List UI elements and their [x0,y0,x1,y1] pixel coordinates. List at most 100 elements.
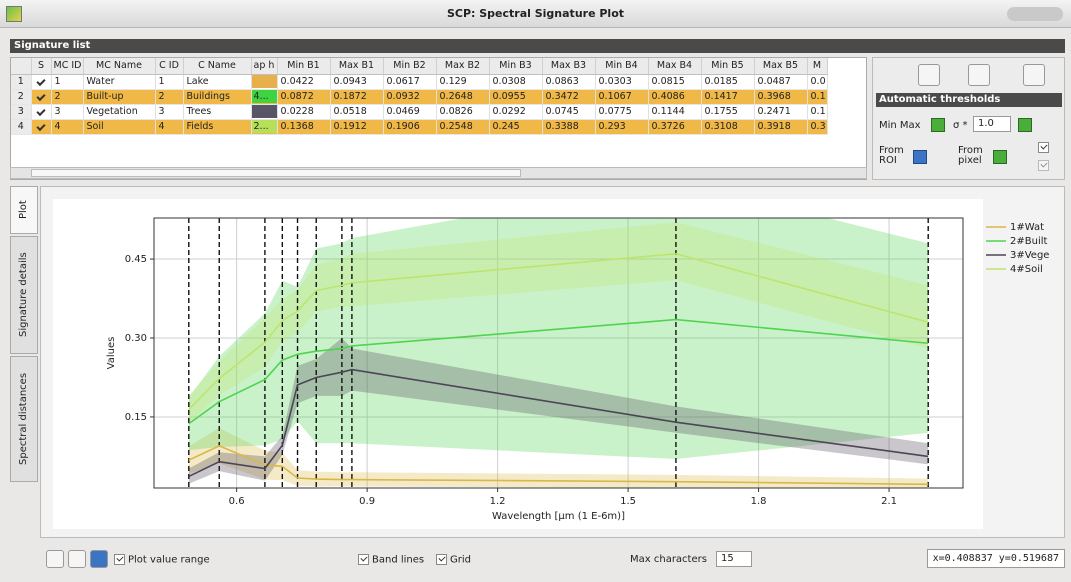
sigma-spinbox[interactable]: 1.0 [973,116,1011,132]
x-tick-label: 0.6 [229,496,245,507]
table-row[interactable]: 2 2 Built-up 2 Buildings 4... 0.0872 0.1872 0.09… [11,89,828,105]
row-index: 4 [11,119,32,135]
table-cell: 0.1067 [595,89,649,105]
app-icon [6,6,22,22]
table-cell: 0.1872 [330,89,384,105]
table-cell: 1 [51,74,84,90]
column-header: C ID [155,58,184,75]
x-axis-label: Wavelength [µm (1 E-6m)] [492,511,625,522]
select-cell[interactable] [31,119,52,135]
grid-checkbox[interactable]: Grid [436,554,471,566]
sigma-button[interactable] [1018,118,1032,132]
table-cell: 0.1912 [330,119,384,135]
legend-label: 2#Built [1010,236,1047,247]
column-header: Min B3 [489,58,543,75]
table-cell: 0.0932 [383,89,437,105]
table-cell: 0.0943 [330,74,384,90]
import-button[interactable] [968,64,990,86]
color-swatch: 2... [251,120,276,133]
table-cell: 0.0518 [330,104,384,120]
color-cell[interactable]: 4... [251,89,278,105]
min-max-label: Min Max [879,120,921,131]
from-roi-button[interactable] [913,150,927,164]
table-cell: 0.2648 [436,89,490,105]
remove-checkbox[interactable] [1038,160,1052,172]
table-cell: 0.3 [807,119,828,135]
color-cell[interactable] [251,104,278,120]
table-cell: 0.245 [489,119,543,135]
column-header: Min B5 [701,58,755,75]
table-cell: 0.3968 [754,89,808,105]
table-cell: 0.129 [436,74,490,90]
column-header: Max B3 [542,58,596,75]
color-cell[interactable]: 2... [251,119,278,135]
table-cell: 4 [155,119,184,135]
signature-table: S MC ID MC Name C ID C Name ap h Min B1 Max B1 M… [10,57,867,180]
color-cell[interactable] [251,74,278,90]
value-range [188,218,929,460]
x-tick-label: 0.9 [359,496,375,507]
column-header: Min B2 [383,58,437,75]
from-pixel-button[interactable] [993,150,1007,164]
color-button[interactable] [90,550,108,568]
y-axis-label: Values [106,337,117,370]
table-cell: 0.0617 [383,74,437,90]
header-row: S MC ID MC Name C ID C Name ap h Min B1 Max B1 M… [11,58,828,75]
table-cell: 0.3918 [754,119,808,135]
table-cell: 0.0745 [542,104,596,120]
scrollbar[interactable] [10,167,867,179]
remove-button[interactable] [918,64,940,86]
x-tick-label: 2.1 [881,496,897,507]
column-header: C Name [183,58,252,75]
save-button[interactable] [68,550,86,568]
row-index: 2 [11,89,32,105]
table-cell: Lake [183,74,252,90]
table-cell: 0.1906 [383,119,437,135]
plot-range-checkbox[interactable]: Plot value range [114,554,210,566]
tab[interactable]: Plot [10,186,38,234]
add-checkbox[interactable] [1038,142,1052,154]
tab[interactable]: Spectral distances [10,356,38,482]
scroll-thumb[interactable] [31,169,521,177]
series-line [188,252,929,411]
chart: 0.6 0.9 1.2 1.5 1.8 2.1 0.15 0.30 0.45 Wavelength… [53,199,1049,529]
color-swatch [251,75,276,88]
tab[interactable]: Signature details [10,236,38,354]
table-cell: Trees [183,104,252,120]
panel-title: Automatic thresholds [876,93,1062,107]
table-cell: Vegetation [83,104,156,120]
max-characters-spinbox[interactable]: 15 [716,551,752,567]
checkbox-label: Plot value range [128,554,210,566]
table-cell: 0.0487 [754,74,808,90]
table-cell: 0.0863 [542,74,596,90]
window-controls[interactable] [1007,7,1063,21]
table-row[interactable]: 3 3 Vegetation 3 Trees 0.0228 0.0518 0.0469 0.08… [11,104,828,120]
select-cell[interactable] [31,89,52,105]
min-max-button[interactable] [931,118,945,132]
table-cell: 0.0 [807,74,828,90]
x-tick-label: 1.5 [620,496,636,507]
table-cell: 0.0775 [595,104,649,120]
select-cell[interactable] [31,74,52,90]
fit-button[interactable] [46,550,64,568]
series-line [188,368,929,478]
band-lines-checkbox[interactable]: Band lines [358,554,424,566]
row-index: 3 [11,104,32,120]
table-cell: 0.2548 [436,119,490,135]
plot-button[interactable] [1023,64,1045,86]
sigma-value: 1.0 [978,118,994,129]
table-cell: 0.3472 [542,89,596,105]
select-cell[interactable] [31,104,52,120]
table-cell: 0.1144 [648,104,702,120]
legend-label: 4#Soil [1010,264,1043,275]
table-row[interactable]: 1 1 Water 1 Lake 0.0422 0.0943 0.0617 0.129 0.030… [11,74,828,90]
table-row[interactable]: 4 4 Soil 4 Fields 2... 0.1368 0.1912 0.1906 0.254… [11,119,828,135]
color-swatch [251,105,276,118]
table-cell: Buildings [183,89,252,105]
column-header: Max B5 [754,58,808,75]
table-cell: 0.3726 [648,119,702,135]
column-header: Min B1 [277,58,331,75]
table-cell: 0.0303 [595,74,649,90]
table-cell: Fields [183,119,252,135]
row-index: 1 [11,74,32,90]
